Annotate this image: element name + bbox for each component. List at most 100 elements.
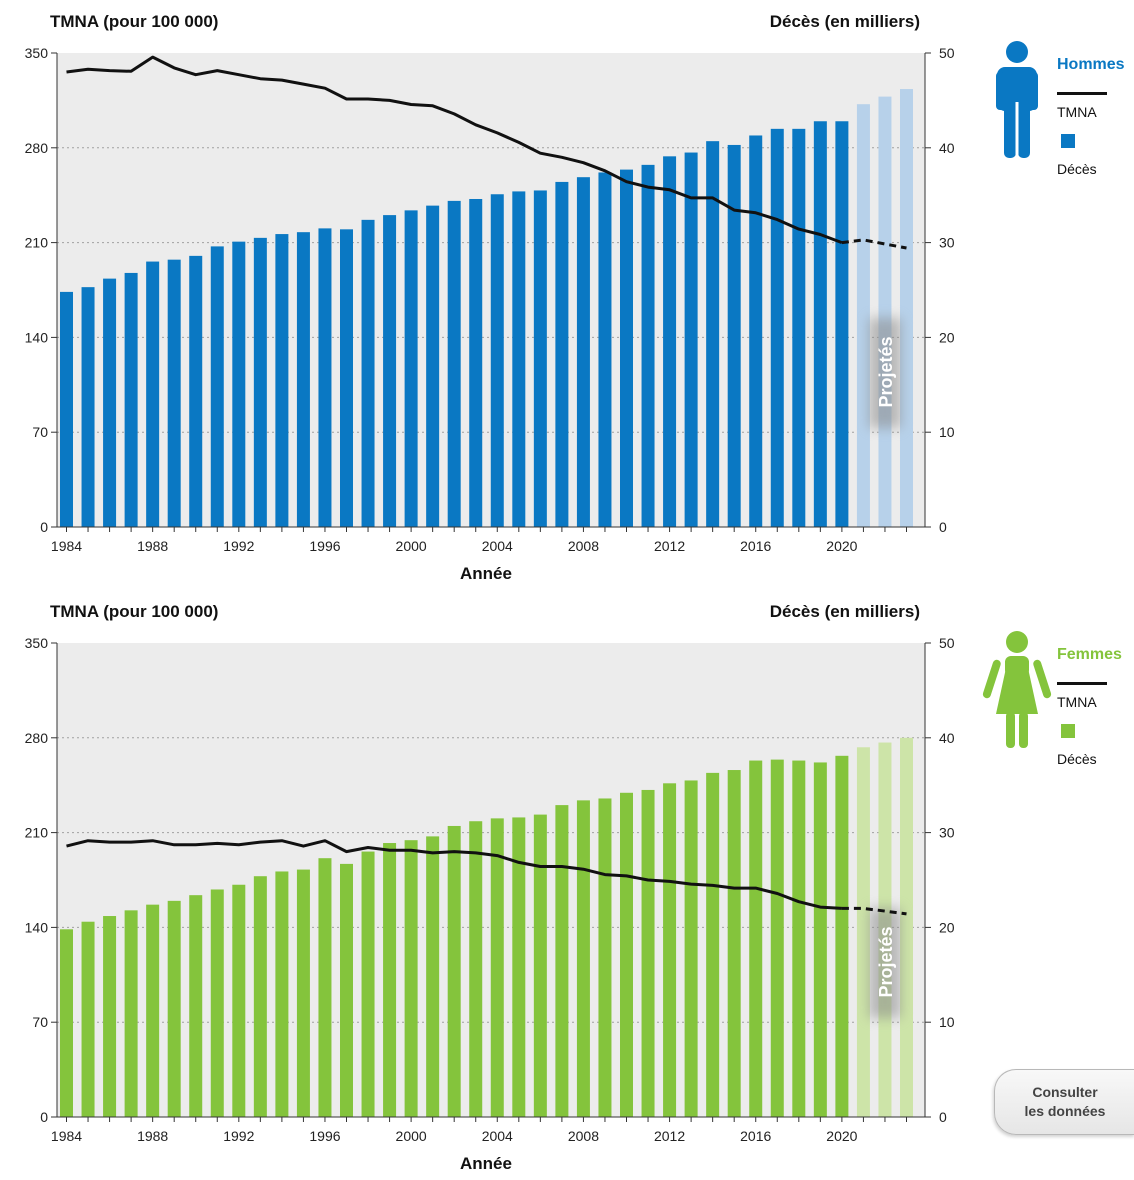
right-tick-label: 40 — [939, 730, 955, 746]
deaths-bar — [576, 800, 590, 1117]
deaths-bar — [60, 929, 73, 1117]
deaths-bar — [167, 259, 181, 527]
x-tick-label: 2016 — [740, 1128, 771, 1144]
deaths-bar — [340, 229, 353, 527]
tmna-line-projected — [841, 238, 907, 250]
deaths-bar — [361, 219, 375, 527]
left-tick-label: 210 — [25, 235, 49, 251]
x-tick-label: 1996 — [309, 538, 340, 554]
deaths-bar — [770, 759, 784, 1117]
consult-data-button[interactable]: Consulter les données — [994, 1069, 1134, 1135]
projected-label: Projetés — [876, 336, 896, 407]
women-plot: 0 70 140 210 280 350 0 10 20 30 40 50 Projetés 1984 19… — [25, 635, 955, 1173]
deaths-bar — [103, 916, 117, 1117]
x-tick-label: 2000 — [396, 538, 427, 554]
deaths-bar — [189, 895, 203, 1117]
legend-line-label: TMNA — [1057, 694, 1097, 710]
legend-line-swatch — [1057, 682, 1107, 685]
right-tick-label: 0 — [939, 1109, 947, 1125]
x-tick-label: 1992 — [223, 538, 254, 554]
deaths-bar — [663, 156, 677, 527]
x-tick-label: 1988 — [137, 1128, 168, 1144]
x-tick-label: 1984 — [51, 538, 82, 554]
projected-bar — [900, 737, 913, 1117]
deaths-bar — [404, 210, 418, 528]
right-tick-label: 20 — [939, 919, 955, 935]
x-tick-label: 2000 — [396, 1128, 427, 1144]
deaths-bar — [706, 141, 720, 527]
consult-data-line2: les données — [1024, 1103, 1106, 1119]
deaths-bar — [81, 287, 95, 527]
right-tick-label: 30 — [939, 825, 955, 841]
deaths-bar — [684, 152, 698, 528]
deaths-bar — [576, 177, 590, 528]
deaths-bar — [318, 228, 332, 527]
legend-sex-label: Hommes — [1057, 56, 1125, 73]
women-chart: TMNA (pour 100 000) Décès (en milliers) … — [0, 590, 1134, 1180]
deaths-bar — [792, 128, 806, 527]
legend-bar-swatch — [1061, 134, 1075, 148]
deaths-bar — [749, 760, 763, 1117]
deaths-bar — [490, 194, 504, 527]
deaths-bar — [555, 805, 569, 1117]
left-tick-label: 280 — [25, 730, 49, 746]
deaths-bar — [167, 900, 181, 1117]
deaths-bar — [210, 246, 224, 527]
deaths-bar — [469, 821, 483, 1117]
deaths-bar — [253, 237, 267, 528]
deaths-bar — [361, 851, 375, 1117]
men-plot: 0 70 140 210 280 350 0 10 20 30 40 50 Projetés 1984 19… — [25, 45, 955, 583]
left-tick-label: 0 — [40, 519, 48, 535]
deaths-bar — [813, 121, 827, 528]
deaths-bar — [146, 261, 160, 527]
legend-line-label: TMNA — [1057, 104, 1097, 120]
left-tick-label: 280 — [25, 140, 49, 156]
deaths-bar — [663, 783, 677, 1117]
deaths-bar — [232, 241, 246, 528]
left-tick-label: 0 — [40, 1109, 48, 1125]
deaths-bar — [124, 272, 138, 527]
legend-sex-label: Femmes — [1057, 646, 1122, 663]
tmna-line — [66, 839, 842, 910]
deaths-bar — [296, 232, 310, 527]
deaths-bar — [684, 780, 698, 1117]
deaths-bar — [447, 825, 461, 1117]
deaths-bar — [598, 798, 612, 1117]
x-tick-label: 2004 — [482, 538, 513, 554]
men-chart: TMNA (pour 100 000) Décès (en milliers) … — [25, 12, 1125, 583]
projected-bar — [856, 747, 870, 1117]
projected-bar — [856, 104, 870, 527]
deaths-bar — [124, 910, 138, 1117]
deaths-bar — [792, 760, 806, 1117]
consult-data-line1: Consulter — [1032, 1084, 1098, 1100]
right-tick-label: 50 — [939, 45, 955, 61]
x-tick-label: 2016 — [740, 538, 771, 554]
deaths-bar — [835, 755, 849, 1117]
left-tick-label: 350 — [25, 635, 49, 651]
deaths-bar — [770, 128, 784, 527]
deaths-bar — [620, 169, 633, 527]
deaths-bar — [469, 198, 483, 527]
deaths-bar — [512, 191, 526, 527]
right-axis-title: Décès (en milliers) — [769, 602, 920, 621]
deaths-bar — [318, 858, 332, 1117]
deaths-bar — [533, 814, 547, 1117]
x-tick-label: 1992 — [223, 1128, 254, 1144]
deaths-bar — [620, 792, 633, 1117]
x-tick-label: 2004 — [482, 1128, 513, 1144]
right-tick-label: 30 — [939, 235, 955, 251]
deaths-bar — [533, 190, 547, 527]
x-tick-label: 2012 — [654, 538, 685, 554]
deaths-bar — [60, 291, 73, 527]
projected-glow — [868, 908, 901, 1018]
right-tick-label: 20 — [939, 329, 955, 345]
legend-bar-label: Décès — [1057, 161, 1097, 177]
right-tick-label: 50 — [939, 635, 955, 651]
left-axis-title: TMNA (pour 100 000) — [50, 602, 219, 621]
deaths-bar — [103, 278, 117, 527]
deaths-bar — [275, 871, 289, 1117]
x-tick-label: 2020 — [826, 538, 857, 554]
x-tick-label: 1988 — [137, 538, 168, 554]
deaths-bar — [641, 164, 655, 527]
right-tick-label: 10 — [939, 1014, 955, 1030]
